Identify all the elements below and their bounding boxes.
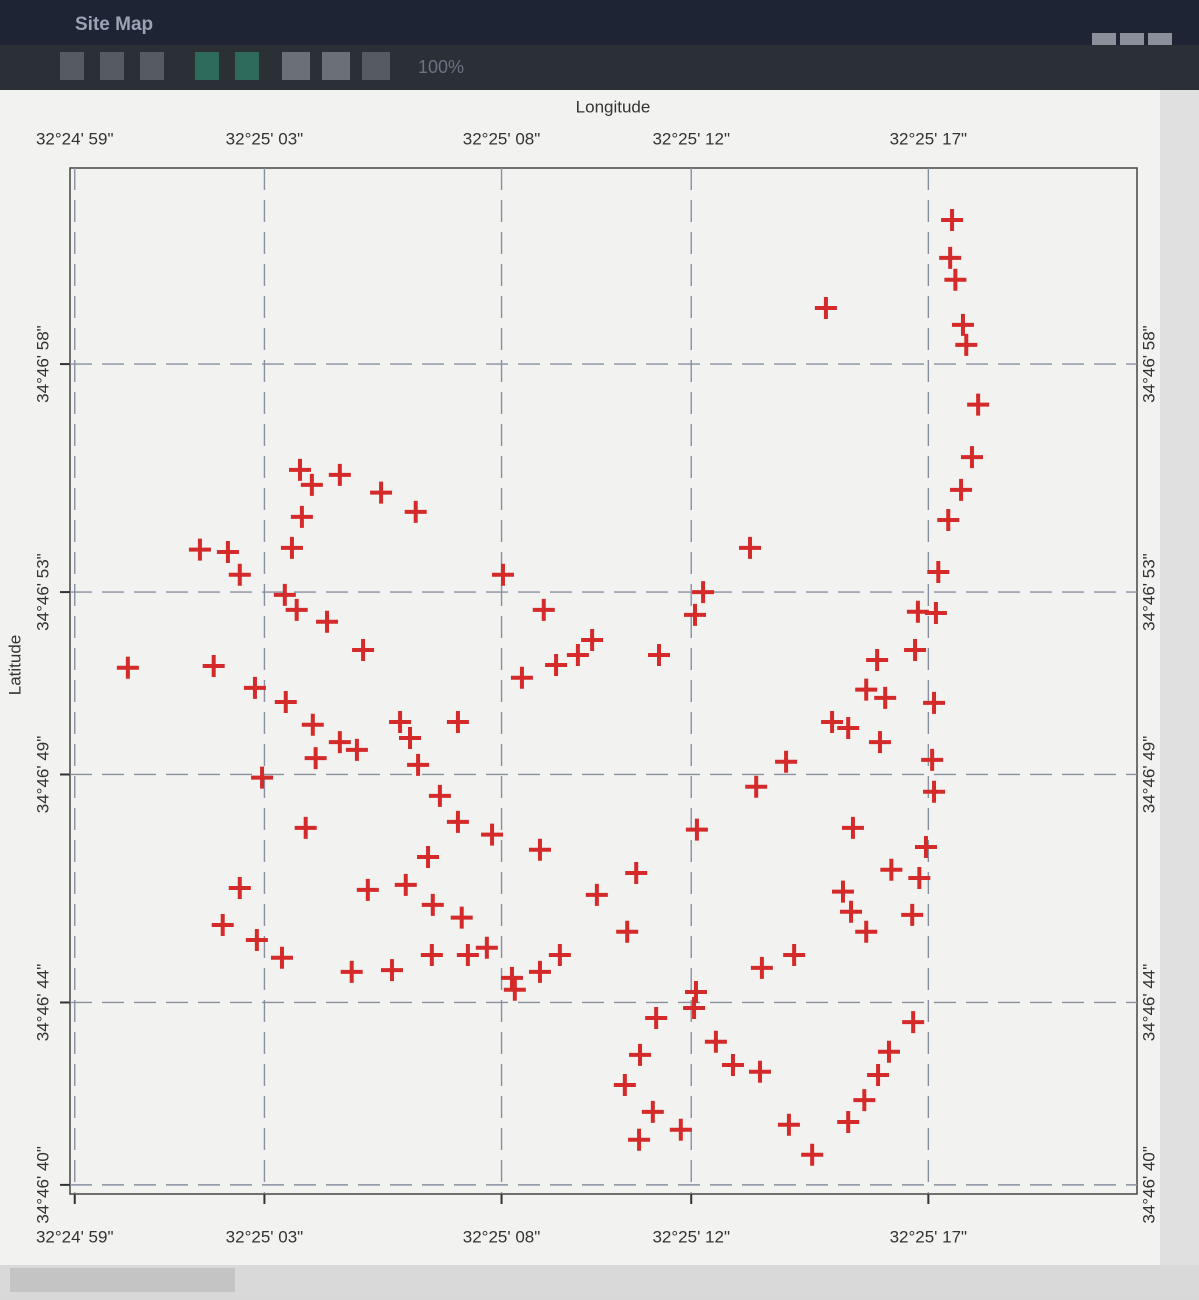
map-area — [0, 90, 1160, 1265]
x-tick-label: 32°24' 59" — [36, 1227, 114, 1246]
y-tick-label: 34°46' 58" — [33, 325, 52, 403]
y-tick-label-right: 34°46' 49" — [1139, 736, 1158, 814]
tool-button[interactable] — [140, 52, 164, 80]
x-tick-label-top: 32°25' 08" — [463, 129, 541, 148]
vertical-scrollbar[interactable] — [1160, 90, 1199, 1265]
x-tick-label: 32°25' 17" — [890, 1227, 968, 1246]
y-tick-label-right: 34°46' 44" — [1139, 964, 1158, 1042]
y-tick-label: 34°46' 44" — [33, 964, 52, 1042]
window-title: Site Map — [75, 14, 153, 35]
zoom-in-button[interactable] — [195, 52, 219, 80]
title-bar — [0, 0, 1199, 45]
tool-button[interactable] — [282, 52, 310, 80]
tool-button[interactable] — [60, 52, 84, 80]
y-tick-label-right: 34°46' 40" — [1139, 1146, 1158, 1224]
tool-button[interactable] — [322, 52, 350, 80]
x-tick-label-top: 32°25' 12" — [652, 129, 730, 148]
x-tick-label: 32°25' 12" — [652, 1227, 730, 1246]
y-tick-label: 34°46' 49" — [33, 736, 52, 814]
tool-button[interactable] — [362, 52, 390, 80]
x-axis-label: Longitude — [576, 97, 651, 116]
x-tick-label: 32°25' 03" — [226, 1227, 304, 1246]
y-axis-label: Latitude — [5, 635, 24, 696]
y-tick-label: 34°46' 40" — [33, 1146, 52, 1224]
zoom-level[interactable]: 100% — [418, 57, 464, 77]
tool-button[interactable] — [100, 52, 124, 80]
x-tick-label-top: 32°25' 17" — [890, 129, 968, 148]
y-tick-label-right: 34°46' 53" — [1139, 553, 1158, 631]
x-tick-label-top: 32°24' 59" — [36, 129, 114, 148]
scroll-thumb[interactable] — [10, 1268, 235, 1292]
zoom-out-button[interactable] — [235, 52, 259, 80]
window: Site Map 100% Longitude Latitude 32°24' … — [0, 0, 1199, 1295]
x-tick-label: 32°25' 08" — [463, 1227, 541, 1246]
y-tick-label-right: 34°46' 58" — [1139, 325, 1158, 403]
x-tick-label-top: 32°25' 03" — [226, 129, 304, 148]
y-tick-label: 34°46' 53" — [33, 553, 52, 631]
toolbar — [0, 45, 1199, 90]
